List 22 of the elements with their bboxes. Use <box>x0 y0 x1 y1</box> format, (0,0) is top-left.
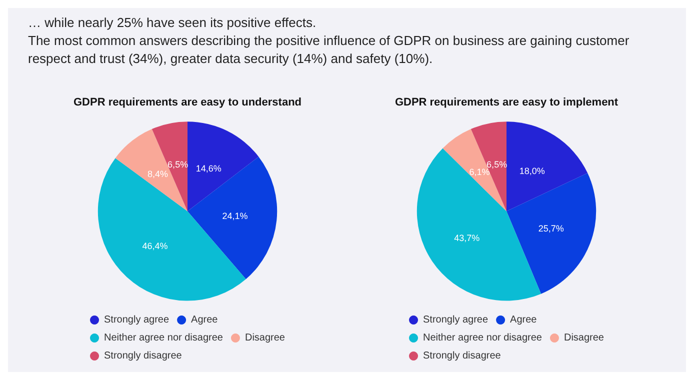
chart-title: GDPR requirements are easy to understand <box>73 96 302 108</box>
legend-label: Neither agree nor disagree <box>104 332 224 344</box>
data-label: 24,1% <box>222 211 248 222</box>
legend-label: Strongly disagree <box>104 350 182 362</box>
legend-label: Strongly agree <box>104 314 170 326</box>
legend-label: Agree <box>510 314 538 326</box>
legend-label: Disagree <box>564 332 604 344</box>
data-label: 8,4% <box>147 168 168 179</box>
legend-label: Neither agree nor disagree <box>423 332 542 344</box>
text: … while nearly 25% have seen its positive effects. <box>28 14 318 32</box>
text: The most common answers describing the positive influence of GDPR on business are gaining customer respect and trust (34%), greater data security (14%) and safety (10%). <box>28 32 630 68</box>
legend-label: Disagree <box>244 332 286 344</box>
legend-label: Strongly disagree <box>423 350 502 362</box>
data-label: 6,1% <box>469 166 490 177</box>
data-label: 46,4% <box>142 241 168 252</box>
data-label: 14,6% <box>196 163 222 174</box>
data-label: 43,7% <box>454 232 480 243</box>
legend-label: Agree <box>191 314 218 326</box>
legend-label: Strongly agree <box>423 314 488 326</box>
data-label: 18,0% <box>519 166 545 176</box>
data-label: 25,7% <box>538 223 564 234</box>
chart-title: GDPR requirements are easy to implement <box>394 96 618 108</box>
